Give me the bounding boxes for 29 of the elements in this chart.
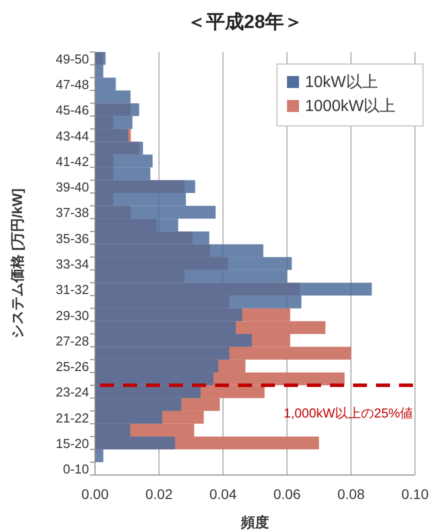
y-tick-label: 29-30: [56, 308, 89, 323]
x-tick-label: 0.10: [401, 486, 429, 502]
chart-title: ＜平成28年＞: [186, 11, 304, 33]
y-tick-label: 45-46: [56, 102, 89, 118]
y-tick-label: 47-48: [56, 77, 89, 92]
x-tick-label: 0.04: [209, 486, 237, 502]
x-axis-title: 頻度: [240, 514, 269, 530]
y-tick-label: 39-40: [56, 180, 89, 195]
y-tick-label: 49-50: [56, 51, 89, 66]
y-axis-title: システム価格 [万円/kW]: [9, 188, 25, 339]
y-tick-label: 35-36: [56, 230, 89, 246]
legend-label: 10kW以上: [305, 73, 378, 91]
y-tick-label: 21-22: [56, 410, 89, 426]
ref-line-label: 1,000kW以上の25%値: [284, 405, 413, 420]
x-tick-label: 0.00: [81, 486, 109, 502]
y-tick-label: 37-38: [56, 205, 89, 220]
y-tick-label: 15-20: [56, 436, 89, 451]
y-tick-label: 31-32: [56, 282, 89, 298]
y-tick-label: 0-10: [62, 462, 89, 477]
y-tick-label: 33-34: [56, 256, 89, 272]
y-tick-label: 23-24: [56, 384, 89, 400]
y-tick-label: 27-28: [56, 333, 89, 348]
x-tick-label: 0.08: [337, 486, 365, 502]
x-tick-label: 0.06: [273, 486, 301, 502]
y-tick-label: 43-44: [56, 128, 89, 144]
x-tick-label: 0.02: [145, 486, 173, 502]
legend-label: 1000kW以上: [305, 97, 396, 115]
y-tick-label: 41-42: [56, 154, 89, 169]
y-tick-label: 25-26: [56, 359, 89, 374]
